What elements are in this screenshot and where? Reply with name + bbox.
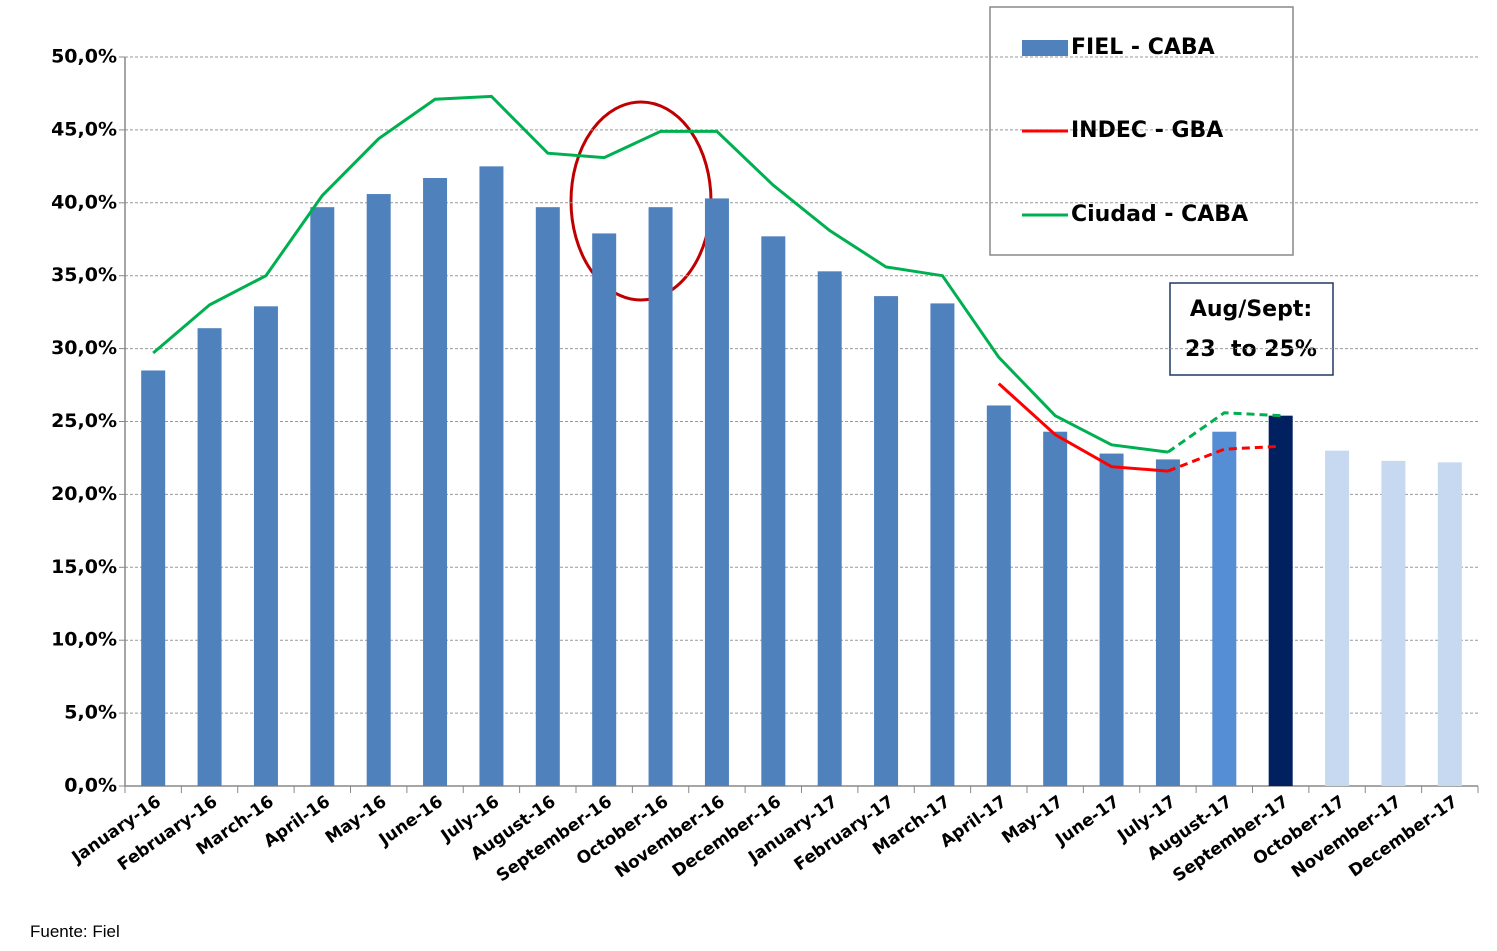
line-estimate <box>1167 411 1281 454</box>
y-tick-label: 10,0% <box>51 629 117 651</box>
bar <box>1268 415 1293 786</box>
bar <box>479 166 504 787</box>
bar <box>535 207 560 786</box>
annotation-box <box>1169 282 1334 376</box>
bar <box>1155 459 1180 786</box>
y-tick-label: 15,0% <box>51 556 117 578</box>
y-tick-label: 20,0% <box>51 483 117 505</box>
y-tick-label: 25,0% <box>51 410 117 432</box>
bar <box>817 271 842 786</box>
bar <box>423 178 448 787</box>
y-tick-label: 40,0% <box>51 191 117 213</box>
y-tick-label: 45,0% <box>51 118 117 140</box>
bar <box>1325 450 1350 786</box>
legend-label: FIEL - CABA <box>1071 35 1215 60</box>
bar <box>141 370 166 786</box>
x-tick-label: June-17 <box>1051 792 1123 851</box>
legend-label: INDEC - GBA <box>1071 118 1223 143</box>
bar <box>592 233 617 787</box>
bar <box>986 405 1011 786</box>
y-tick-label: 50,0% <box>51 46 117 68</box>
bar <box>1381 460 1406 786</box>
y-tick-label: 35,0% <box>51 264 117 286</box>
bar <box>874 296 899 786</box>
bar <box>704 198 729 786</box>
bar <box>761 236 786 787</box>
bar <box>1043 431 1068 786</box>
y-tick-label: 5,0% <box>64 702 117 724</box>
x-tick-label: June-16 <box>375 792 447 851</box>
bar <box>1437 462 1462 786</box>
line <box>152 94 1169 454</box>
y-tick-label: 30,0% <box>51 337 117 359</box>
bar <box>930 303 955 786</box>
line-estimate <box>1167 444 1281 473</box>
bar <box>1212 431 1237 786</box>
bar <box>366 194 391 786</box>
legend-swatch <box>1022 40 1068 56</box>
bar <box>648 207 673 786</box>
bar <box>253 306 278 786</box>
bar <box>310 207 335 786</box>
line <box>997 382 1169 473</box>
y-tick-label: 0,0% <box>64 775 117 797</box>
annotation-text: Aug/Sept: <box>1190 297 1312 322</box>
bar <box>197 328 222 786</box>
bar <box>1099 453 1124 786</box>
annotation-text: 23 to 25% <box>1185 337 1317 362</box>
legend-label: Ciudad - CABA <box>1071 202 1248 227</box>
source-note: Fuente: Fiel <box>30 922 120 941</box>
